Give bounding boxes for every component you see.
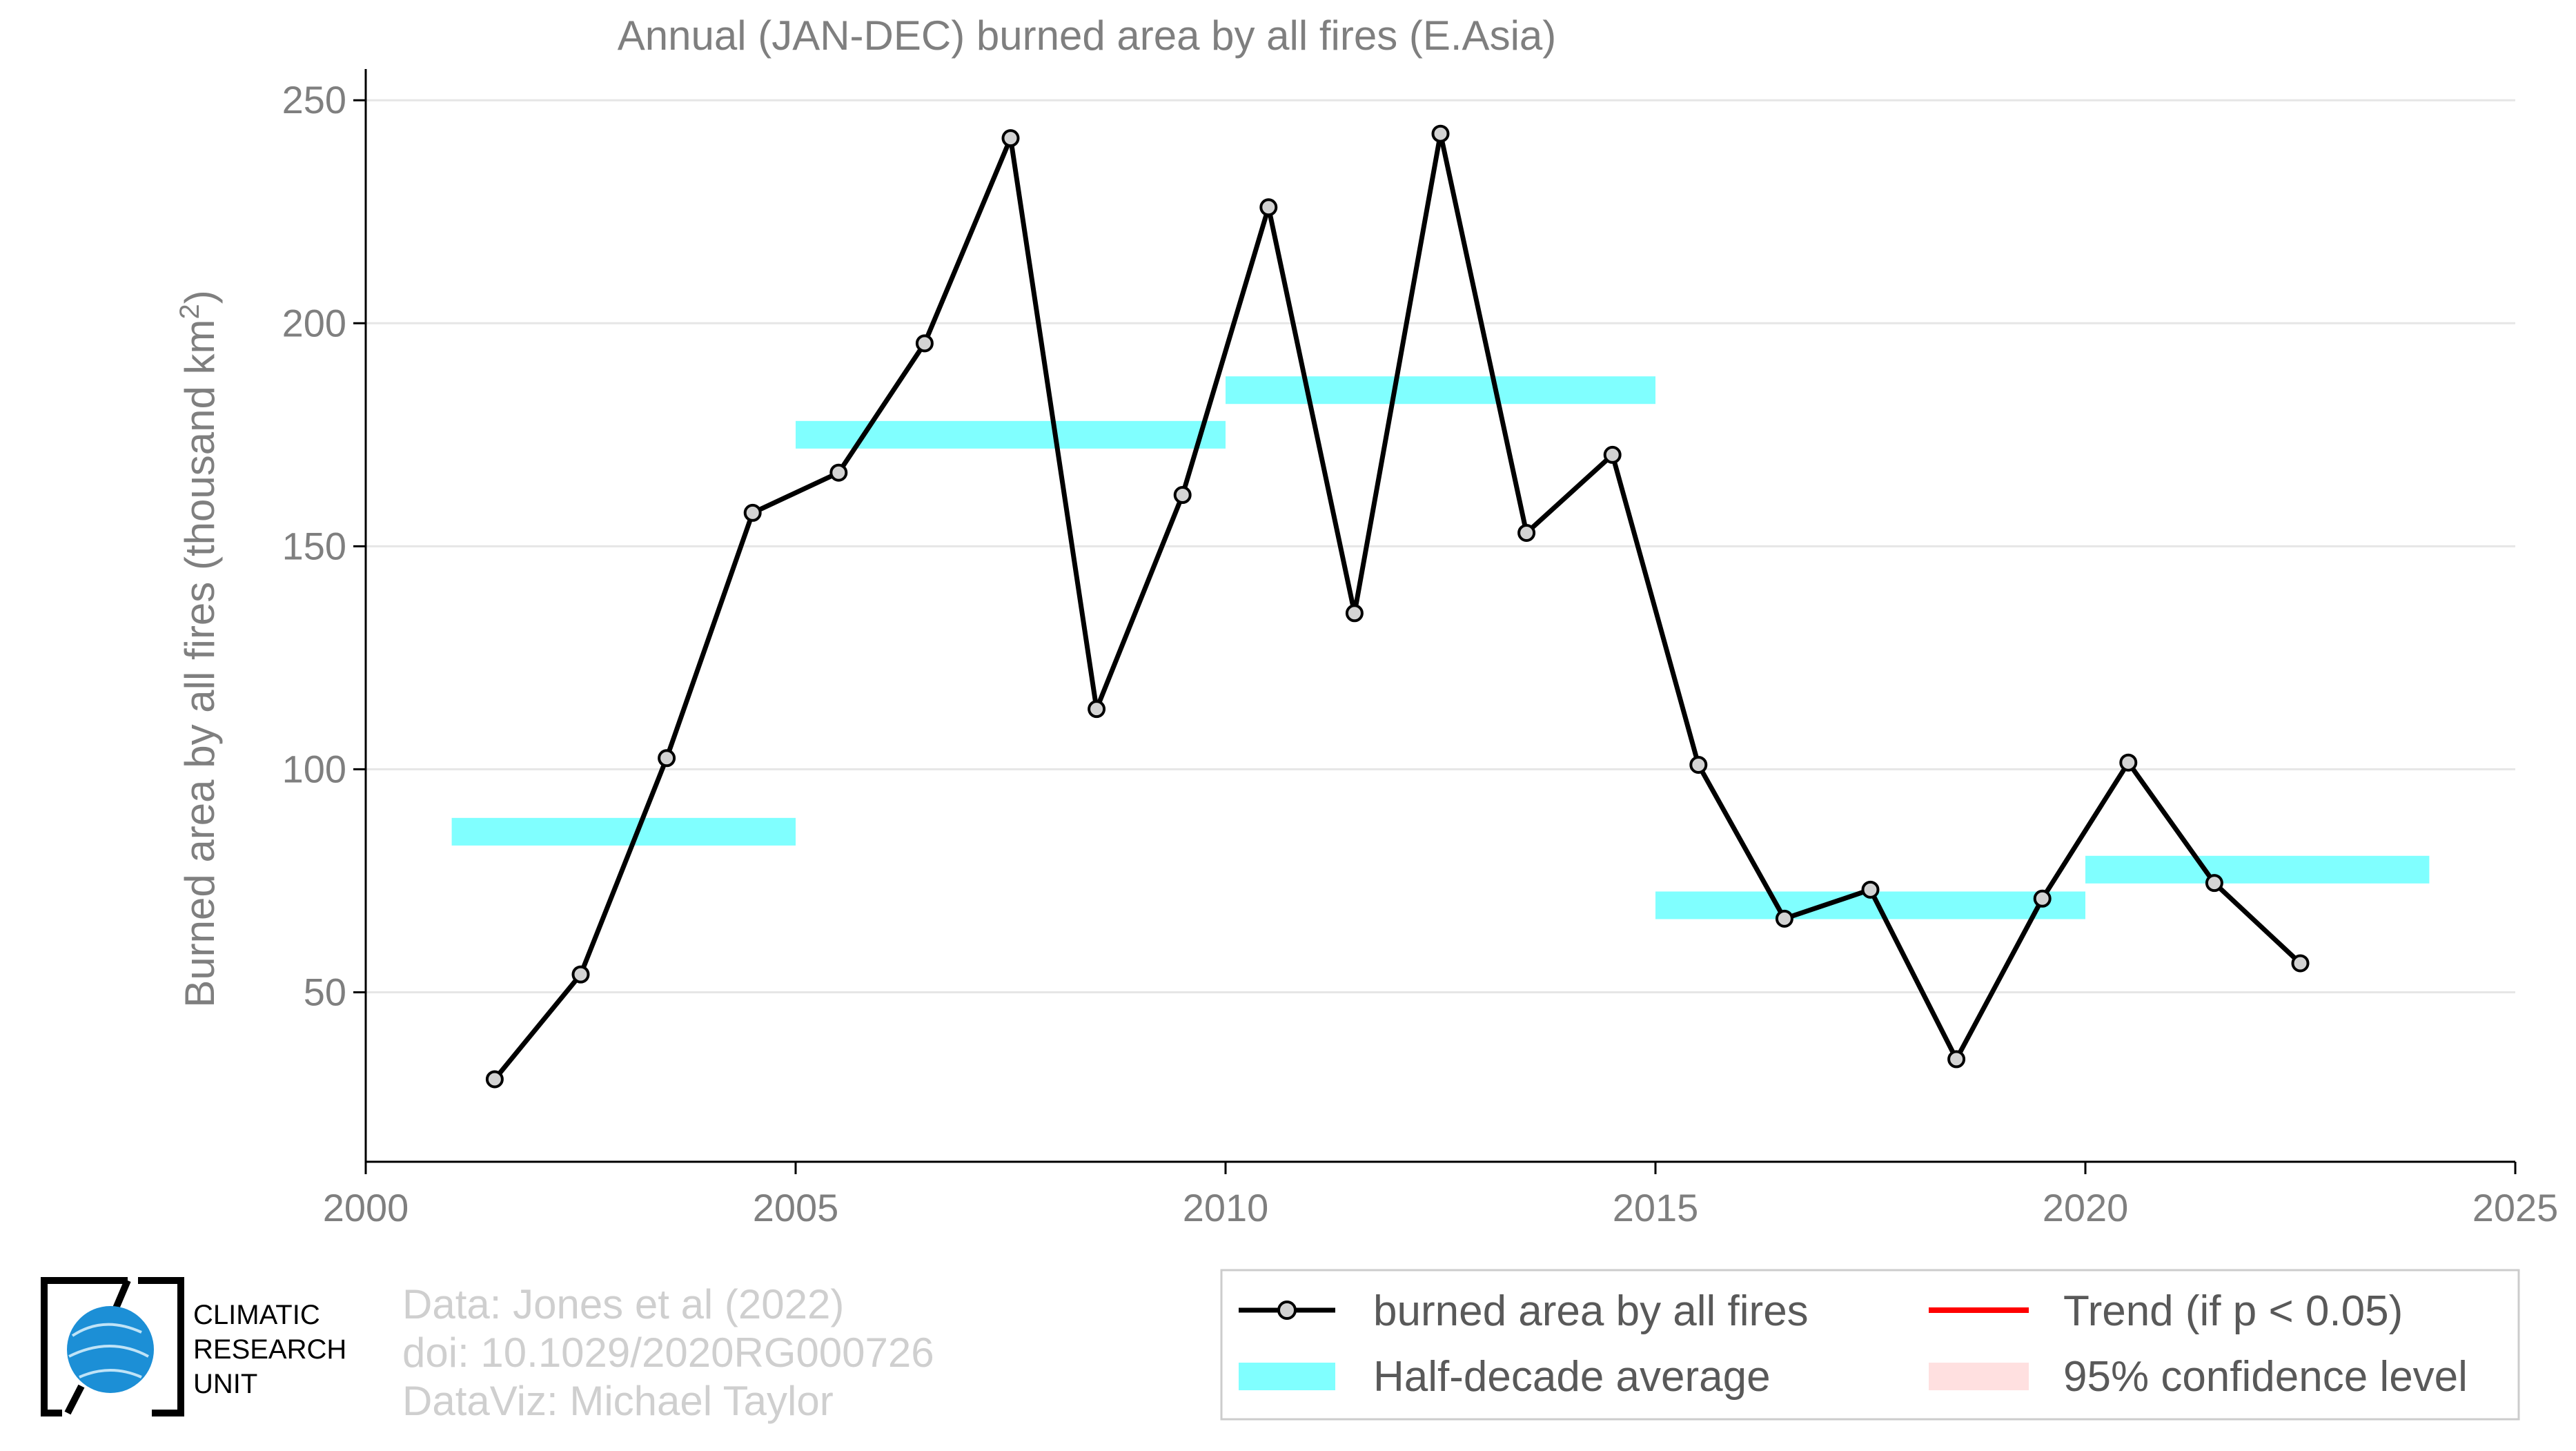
data-point-2017.5	[1861, 880, 1880, 899]
credit-doi: doi: 10.1029/2020RG000726	[402, 1330, 934, 1376]
legend: burned area by all fires Trend (if p < 0…	[1220, 1269, 2520, 1421]
credit-data: Data: Jones et al (2022)	[402, 1281, 844, 1327]
axes: 50 100 150 200 250 2000 2005 2010 2015 2020 2025	[282, 69, 2559, 1229]
data-point-2010.5	[1259, 198, 1278, 217]
legend-series-marker	[1277, 1301, 1297, 1320]
data-point-2005.5	[829, 463, 848, 482]
legend-label-trend: Trend (if p < 0.05)	[2063, 1287, 2403, 1335]
legend-label-series: burned area by all fires	[1373, 1287, 1809, 1335]
half-decade-average-bar-0	[451, 817, 796, 846]
cru-logo: CLIMATIC RESEARCH UNIT	[41, 1277, 346, 1416]
data-point-2019.5	[2033, 889, 2052, 908]
legend-entry-confidence: 95% confidence level	[1929, 1353, 2468, 1401]
legend-average-swatch	[1239, 1363, 1335, 1390]
data-point-2013.5	[1517, 523, 1536, 542]
half-decade-average-bar-4	[2085, 855, 2430, 884]
grid-lines	[366, 99, 2515, 993]
globe-swirl	[68, 1323, 149, 1379]
data-point-2021.5	[2205, 874, 2223, 893]
data-point-2016.5	[1775, 909, 1793, 928]
y-tick-label-150: 150	[282, 524, 346, 567]
data-point-2003.5	[658, 749, 676, 768]
y-axis-label: Burned area by all fires (thousand km2)	[175, 290, 223, 1007]
data-series	[485, 124, 2310, 1089]
logo-text-unit: UNIT	[193, 1369, 257, 1399]
chart-title: Annual (JAN-DEC) burned area by all fire…	[618, 12, 1557, 59]
x-tick-label-2025: 2025	[2472, 1186, 2559, 1229]
logo-slash	[64, 1279, 131, 1415]
data-point-2015.5	[1689, 755, 1708, 774]
y-tick-label-50: 50	[304, 970, 346, 1013]
data-point-2001.5	[485, 1070, 504, 1089]
legend-entry-trend: Trend (if p < 0.05)	[1929, 1287, 2403, 1335]
x-tick-label-2020: 2020	[2043, 1186, 2129, 1229]
half-decade-average-bar-2	[1226, 376, 1655, 405]
globe-icon	[67, 1306, 154, 1393]
legend-label-confidence: 95% confidence level	[2063, 1353, 2468, 1401]
half-decade-average-bars	[451, 376, 2430, 919]
logo-bracket-right	[138, 1277, 184, 1416]
data-point-2007.5	[1001, 129, 1020, 148]
y-axis-label-main: Burned area by all fires (thousand km	[177, 320, 223, 1008]
x-tick-label-2015: 2015	[1613, 1186, 1699, 1229]
x-tick-label-2000: 2000	[323, 1186, 409, 1229]
data-point-2006.5	[915, 334, 934, 353]
data-point-2008.5	[1088, 700, 1106, 719]
legend-box	[1220, 1269, 2520, 1421]
y-axis-label-end: )	[177, 290, 223, 304]
y-tick-label-200: 200	[282, 301, 346, 344]
credit-dataviz: DataViz: Michael Taylor	[402, 1378, 834, 1424]
legend-entry-series: burned area by all fires	[1239, 1287, 1809, 1335]
legend-confidence-swatch	[1929, 1363, 2029, 1390]
legend-label-average: Half-decade average	[1373, 1353, 1771, 1401]
y-tick-label-250: 250	[282, 78, 346, 121]
data-point-2022.5	[2291, 954, 2310, 973]
y-tick-label-100: 100	[282, 747, 346, 790]
y-axis-label-superscript: 2	[175, 304, 205, 319]
logo-text-climatic: CLIMATIC	[193, 1300, 320, 1330]
data-point-2012.5	[1431, 124, 1450, 143]
data-point-2002.5	[571, 965, 590, 984]
data-point-2004.5	[743, 503, 762, 522]
data-point-2018.5	[1947, 1050, 1966, 1069]
logo-text-research: RESEARCH	[193, 1334, 346, 1365]
series-line-0	[493, 131, 2302, 1081]
data-point-2014.5	[1603, 445, 1622, 464]
data-point-2020.5	[2119, 753, 2138, 772]
logo-bracket-left	[41, 1277, 128, 1416]
data-point-2009.5	[1173, 486, 1192, 505]
x-tick-label-2005: 2005	[753, 1186, 839, 1229]
x-tick-label-2010: 2010	[1183, 1186, 1269, 1229]
legend-entry-average: Half-decade average	[1239, 1353, 1771, 1401]
data-point-2011.5	[1345, 604, 1364, 623]
